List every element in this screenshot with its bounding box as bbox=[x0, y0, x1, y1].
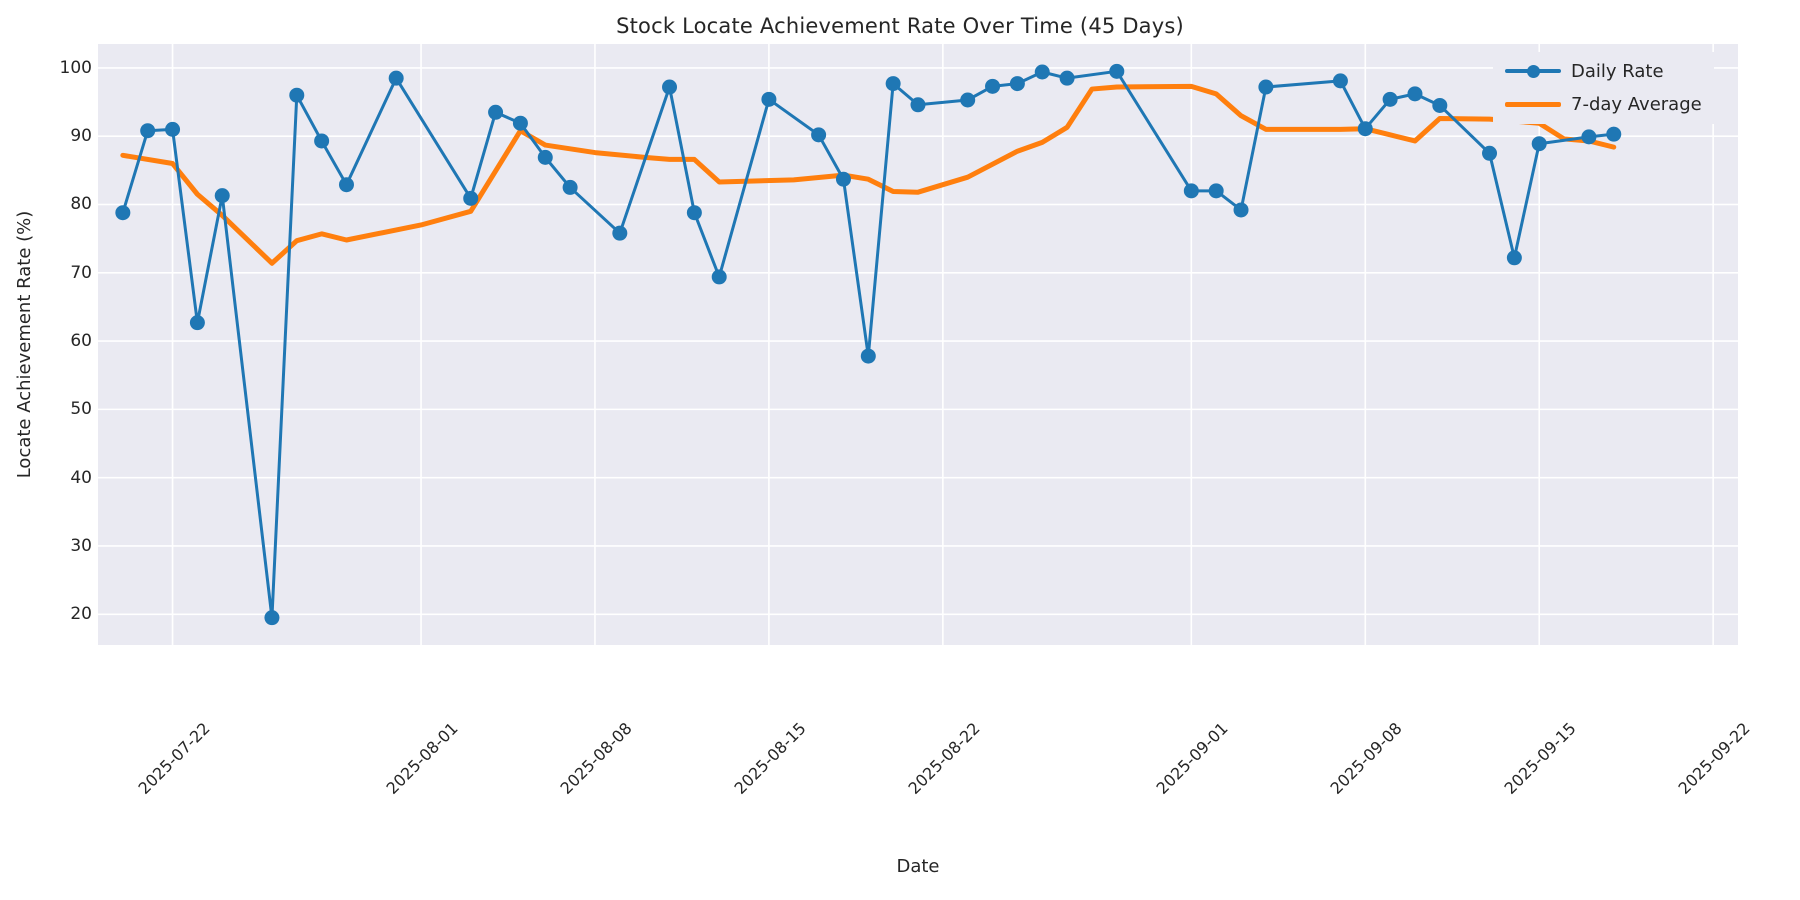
x-tick-label: 2025-08-15 bbox=[730, 718, 810, 798]
y-tick-label: 40 bbox=[70, 467, 92, 488]
y-tick-label: 90 bbox=[70, 126, 92, 147]
x-axis-label: Date bbox=[896, 856, 940, 877]
legend-label: Daily Rate bbox=[1571, 60, 1664, 82]
y-tick-label: 80 bbox=[70, 194, 92, 215]
legend-item[interactable]: Daily Rate bbox=[1505, 60, 1702, 82]
plot-canvas bbox=[98, 44, 1738, 645]
y-tick-label: 50 bbox=[70, 399, 92, 420]
x-tick-label: 2025-08-22 bbox=[904, 718, 984, 798]
y-tick-label: 20 bbox=[70, 604, 92, 625]
plot-area bbox=[98, 44, 1738, 645]
x-axis-ticks: 2025-07-22 2025-08-01 2025-08-08 2025-08-15… bbox=[0, 645, 1800, 798]
legend-item[interactable]: 7-day Average bbox=[1505, 93, 1702, 115]
y-tick-label: 30 bbox=[70, 535, 92, 556]
legend-marker-icon bbox=[1526, 64, 1540, 78]
x-tick-label: 2025-08-08 bbox=[556, 718, 636, 798]
x-tick-label: 2025-07-22 bbox=[134, 718, 214, 798]
chart-legend: Daily Rate 7-day Average bbox=[1493, 52, 1714, 124]
x-tick-label: 2025-09-08 bbox=[1326, 718, 1406, 798]
y-axis-ticks: 20 30 40 50 60 70 80 90 100 bbox=[0, 44, 92, 645]
chart-title: Stock Locate Achievement Rate Over Time … bbox=[616, 14, 1184, 38]
x-tick-label: 2025-08-01 bbox=[382, 718, 462, 798]
x-tick-label: 2025-09-22 bbox=[1674, 718, 1754, 798]
y-tick-label: 70 bbox=[70, 262, 92, 283]
y-tick-label: 100 bbox=[59, 57, 92, 78]
legend-label: 7-day Average bbox=[1571, 93, 1702, 115]
x-tick-label: 2025-09-15 bbox=[1500, 718, 1580, 798]
legend-swatch-icon bbox=[1505, 60, 1561, 82]
x-tick-label: 2025-09-01 bbox=[1152, 718, 1232, 798]
y-tick-label: 60 bbox=[70, 331, 92, 352]
legend-swatch-icon bbox=[1505, 93, 1561, 115]
